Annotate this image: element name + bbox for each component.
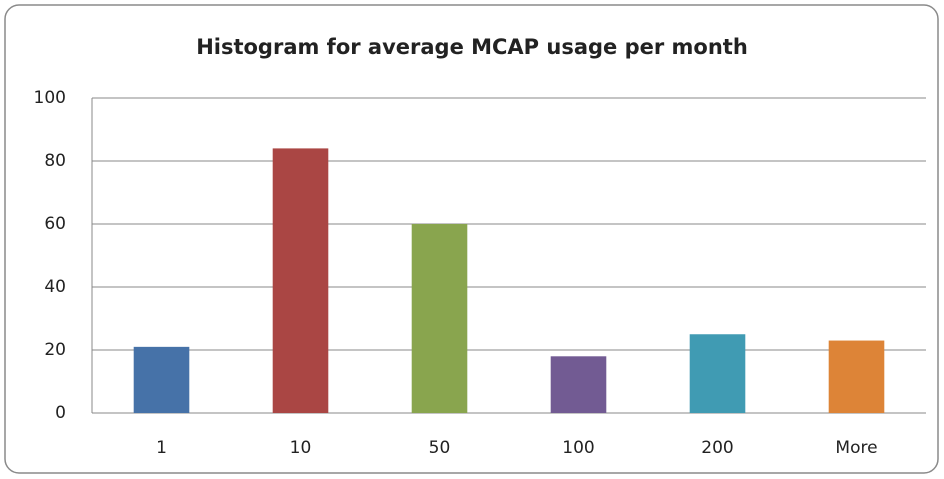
y-tick-label: 80 — [44, 151, 66, 171]
bar — [411, 224, 468, 413]
x-tick-label: 1 — [156, 438, 167, 458]
bar — [689, 334, 746, 413]
y-tick-label: 0 — [55, 403, 66, 423]
x-tick-label: 200 — [701, 438, 733, 458]
x-tick-label: More — [835, 438, 877, 458]
y-tick-label: 40 — [44, 277, 66, 297]
bar — [828, 340, 885, 413]
x-tick-label: 100 — [562, 438, 594, 458]
x-tick-label: 10 — [290, 438, 312, 458]
y-tick-label: 60 — [44, 214, 66, 234]
chart-title: Histogram for average MCAP usage per mon… — [196, 35, 748, 59]
x-tick-label: 50 — [429, 438, 451, 458]
y-tick-label: 20 — [44, 340, 66, 360]
bar — [272, 148, 329, 413]
bar — [550, 356, 607, 413]
y-tick-label: 100 — [34, 88, 66, 108]
bar — [133, 346, 190, 413]
